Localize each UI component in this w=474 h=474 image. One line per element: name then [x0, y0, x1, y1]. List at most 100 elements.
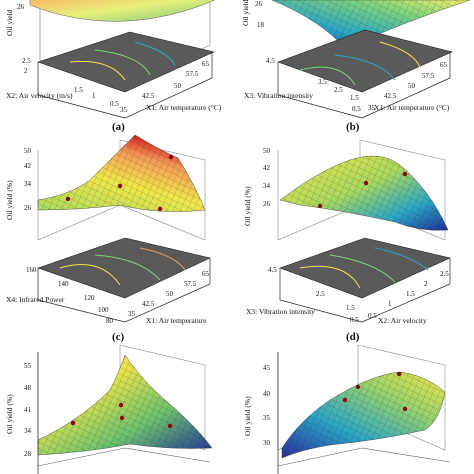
panel-b-x2-label: X3: Vibration intensity [244, 91, 313, 100]
panel-d-floor [279, 237, 451, 299]
panel-f-z-tick: 40 [263, 390, 271, 398]
panel-c-x1-tick: 50 [166, 290, 174, 298]
panel-e-z-tick: 34 [24, 427, 32, 435]
panel-c-z-tick: 34 [24, 180, 32, 188]
panel-a-x1-tick: 42.5 [142, 92, 155, 100]
panel-e-design-point [167, 423, 173, 429]
panel-b-x2-tick: 0.5 [352, 105, 361, 113]
panel-c-x2-tick: 120 [84, 294, 95, 302]
panel-b-z-tick: 26 [255, 0, 263, 8]
panel-c-axis-x2 [37, 268, 126, 323]
panel-c-design-point [65, 196, 71, 202]
panel-d-contour [299, 265, 361, 289]
panel-c-x1-tick: 57.5 [184, 280, 197, 288]
panel-d-z-tick: 50 [263, 147, 271, 155]
panel-a-zlabel: Oil yield [5, 9, 14, 36]
panel-d-zlabel: Oil yield (%) [243, 186, 252, 226]
panel-d-axis-x1 [361, 258, 451, 323]
panel-c-x2-tick: 80 [106, 317, 114, 325]
panel-c-x2-tick: 100 [98, 306, 109, 314]
panel-c-z-tick: 50 [24, 147, 32, 155]
panel-b [271, 0, 471, 119]
panel-d-axis-x2 [279, 268, 363, 323]
panel-c-x1-tick: 42.5 [142, 300, 155, 308]
panel-d-design-point [317, 203, 323, 209]
panel-a-x2-label: X2: Air velocity (m/s) [6, 91, 73, 100]
panel-c-design-point [168, 154, 174, 160]
panel-c-x2-tick: 140 [58, 280, 69, 288]
panel-c-x2-tick: 160 [26, 266, 37, 274]
panel-c-x1-tick: 35 [128, 310, 136, 318]
panel-c-contour [59, 264, 121, 286]
panel-a-x2-tick: 1.5 [74, 86, 83, 94]
panel-d-x1-tick: 1.5 [406, 290, 415, 298]
panel-b-contour [299, 66, 356, 86]
panel-c-floor [37, 237, 211, 299]
panel-c-axis-x1 [124, 258, 211, 323]
panel-b-x2-tick: 3.5 [318, 78, 327, 86]
panel-a-x2-tick: 1 [92, 92, 96, 100]
panel-a-x1-tick: 65 [202, 60, 210, 68]
panel-a-contour [94, 49, 151, 76]
panel-d-tag: (d) [346, 331, 360, 343]
panel-a-x1-tick: 57.5 [186, 70, 199, 78]
panel-e-z-tick: 41 [24, 406, 32, 414]
panel-d-x2-tick: 2.5 [316, 290, 325, 298]
panel-c [37, 134, 211, 323]
panel-c-contour [139, 247, 186, 271]
panel-d-surface-mesh [280, 156, 448, 231]
panel-c-back-wall [119, 139, 206, 241]
panel-d-contour [329, 254, 396, 283]
panel-d-z-tick: 42 [263, 164, 271, 172]
panel-b-axis-x2 [277, 62, 363, 119]
panel-a-axis-x2 [37, 62, 126, 119]
panel-d-design-point [402, 171, 408, 177]
panel-c-x1-label: X1: Air temperature [146, 316, 207, 325]
panel-c-zlabel: Oil yield (%) [5, 180, 14, 220]
panel-b-tag: (b) [346, 121, 360, 133]
panel-d-x2-tick: 4.5 [268, 266, 277, 274]
panel-a-floor [37, 31, 215, 93]
panel-b-x1-tick: 57.5 [422, 72, 435, 80]
panel-f-design-point [342, 397, 348, 403]
panel-e-design-point [118, 402, 124, 408]
panel-a-x2-tick: 0.5 [110, 100, 119, 108]
panel-f-z-tick: 35 [263, 414, 271, 422]
panel-b-x1-tick: 65 [440, 61, 448, 69]
panel-b-x1-tick: 35 [368, 104, 376, 112]
panel-f [277, 344, 451, 474]
panel-c-z-tick: 26 [24, 204, 32, 212]
panel-f-design-point [402, 406, 408, 412]
panel-c-z-tick: 42 [24, 162, 32, 170]
panel-d-x2-tick: 1.5 [346, 304, 355, 312]
panel-a-x1-tick: 35 [120, 106, 128, 114]
panel-b-z-tick: 18 [257, 21, 265, 29]
panel-d-x2-tick: 0.5 [350, 316, 359, 324]
panel-f-design-point [355, 384, 361, 390]
panel-b-surface-mesh [272, 0, 470, 48]
panel-b-x2-tick: 4.5 [266, 57, 275, 65]
panel-a-z-tick: 26 [17, 3, 25, 11]
panel-a-contour [134, 41, 176, 67]
panel-c-tag: (c) [112, 331, 125, 343]
panel-d-x2-label: X3: Vibration intensity [246, 307, 315, 316]
panel-a-x2-tick: 2 [24, 67, 28, 75]
panel-b-contour [334, 54, 396, 81]
panel-d [277, 139, 451, 323]
panel-e-design-point [119, 415, 125, 421]
panel-e-z-tick: 48 [24, 384, 32, 392]
panel-a-x2-tick: 2.5 [22, 57, 31, 65]
panel-d-contour [374, 247, 429, 271]
panel-b-zlabel: Oil yield [241, 0, 250, 26]
panel-d-x1-tick: 1 [388, 300, 392, 308]
panel-e-zlabel: Oil yield (%) [5, 394, 14, 434]
panel-d-x1-tick: 2.5 [440, 270, 449, 278]
panel-a-axis-x1 [124, 52, 213, 119]
panel-a-tag: (a) [112, 121, 125, 133]
panel-f-floor-edge [277, 447, 451, 467]
panel-b-x2-tick: 2.5 [334, 86, 343, 94]
panel-c-design-point [157, 206, 163, 212]
panel-f-surface-mesh [282, 372, 445, 458]
panel-c-x1-tick: 65 [202, 270, 210, 278]
